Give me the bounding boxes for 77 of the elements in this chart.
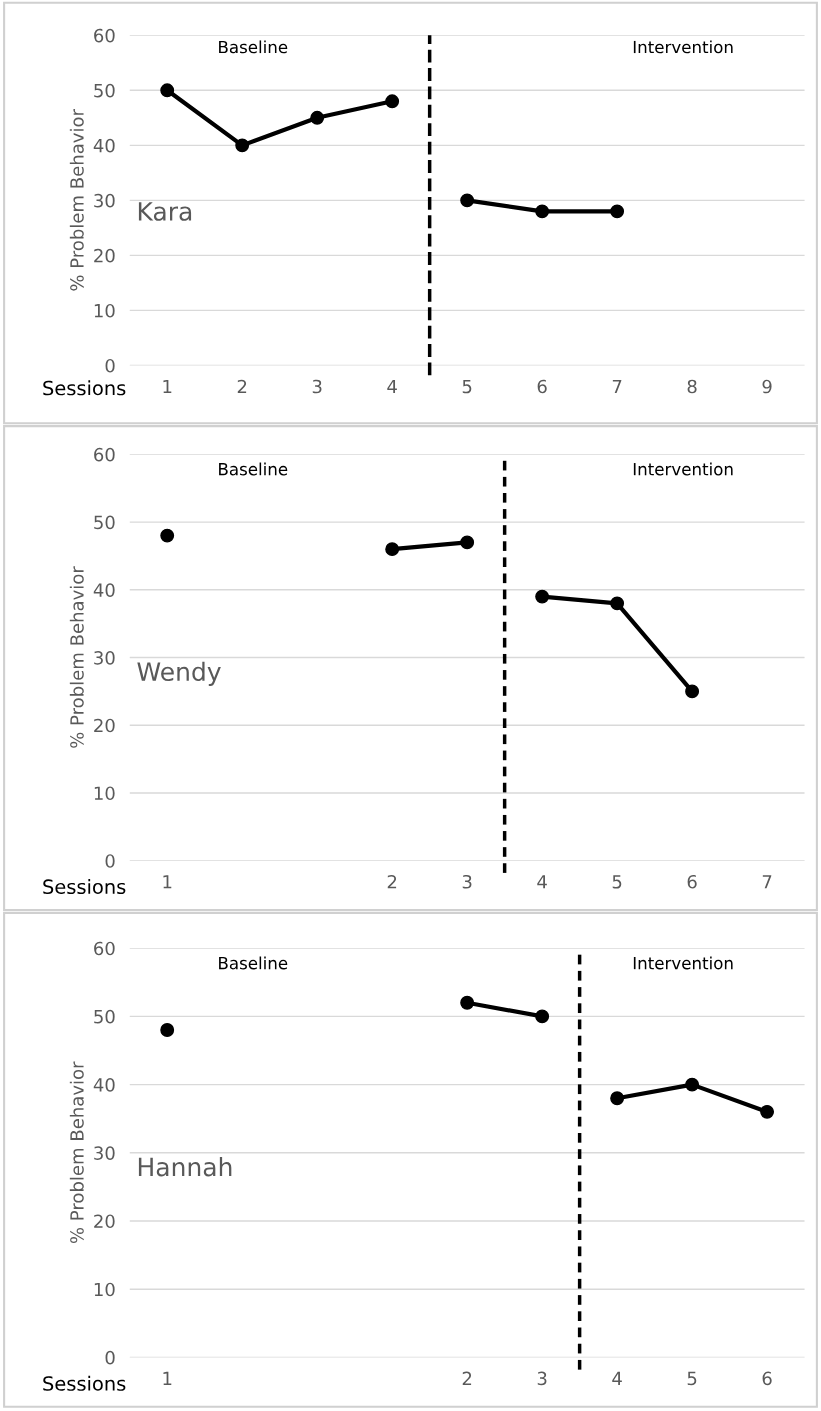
x-axis-title: Sessions: [43, 1375, 126, 1391]
y-tick-label: 40: [93, 583, 115, 597]
point: [160, 528, 175, 543]
y-tick-label: 60: [94, 941, 115, 956]
annotation: Hannah: [138, 1157, 232, 1177]
point: [535, 204, 550, 219]
x-tick-label: 1: [163, 875, 172, 889]
x-tick-label: 6: [537, 379, 547, 394]
y-tick-label: 50: [94, 1009, 115, 1024]
y-tick-label: 20: [94, 718, 115, 733]
point: [160, 83, 175, 98]
y-tick-label: 0: [105, 358, 115, 373]
y-tick-label: 40: [93, 138, 115, 153]
point: [610, 204, 625, 219]
point: [760, 1104, 775, 1119]
y-tick-label: 30: [94, 1146, 115, 1160]
annotation: Intervention: [633, 956, 733, 970]
x-tick-label: 2: [237, 379, 247, 394]
point: [235, 138, 250, 153]
point: [610, 1091, 625, 1106]
point: [685, 1077, 700, 1092]
y-tick-label: 60: [94, 447, 115, 462]
x-tick-label: 1: [163, 1371, 172, 1385]
x-tick-label: 2: [462, 1371, 472, 1385]
x-tick-label: 2: [387, 874, 397, 889]
point: [460, 995, 475, 1010]
y-tick-label: 0: [105, 854, 115, 868]
y-axis-title: % Problem Behavior: [69, 1061, 84, 1244]
point: [460, 193, 475, 208]
y-tick-label: 60: [94, 28, 115, 43]
x-tick-label: 4: [612, 1371, 622, 1385]
x-tick-label: 4: [537, 875, 547, 889]
x-tick-label: 4: [387, 379, 397, 394]
x-tick-label: 5: [462, 379, 472, 394]
annotation: Wendy: [137, 661, 221, 686]
y-tick-label: 50: [94, 83, 115, 98]
x-tick-label: 7: [762, 875, 772, 889]
point: [535, 589, 550, 604]
y-tick-label: 10: [94, 786, 115, 801]
x-tick-label: 5: [612, 875, 622, 889]
y-tick-label: 30: [94, 650, 115, 665]
annotation: Baseline: [219, 462, 288, 476]
x-tick-label: 6: [687, 874, 697, 889]
x-tick-label: 3: [462, 874, 472, 889]
annotation: Kara: [138, 202, 192, 221]
annotation: Baseline: [219, 956, 288, 970]
point: [385, 94, 400, 109]
y-axis-title: % Problem Behavior: [69, 566, 84, 748]
x-axis-title: Sessions: [43, 879, 126, 895]
x-tick-label: 8: [687, 379, 697, 394]
annotation: Intervention: [633, 40, 733, 54]
point: [535, 1009, 550, 1024]
x-tick-label: 1: [163, 379, 172, 394]
y-tick-label: 20: [94, 248, 115, 263]
x-tick-label: 3: [312, 379, 322, 394]
x-tick-label: 3: [537, 1371, 547, 1386]
x-axis-title: Sessions: [43, 380, 126, 396]
y-tick-label: 20: [94, 1214, 115, 1229]
x-tick-label: 6: [762, 1371, 772, 1386]
y-tick-label: 10: [94, 303, 115, 318]
x-tick-label: 7: [612, 379, 622, 394]
point: [310, 110, 325, 125]
annotation: Baseline: [219, 40, 288, 54]
y-tick-label: 30: [94, 193, 115, 208]
annotation: Intervention: [633, 462, 733, 476]
x-tick-label: 9: [762, 379, 772, 394]
point: [385, 542, 400, 557]
point: [160, 1023, 175, 1037]
y-tick-label: 40: [93, 1078, 115, 1092]
y-axis-title: % Problem Behavior: [69, 109, 84, 291]
y-tick-label: 50: [94, 515, 115, 530]
point: [610, 596, 625, 611]
point: [685, 684, 700, 699]
point: [460, 535, 475, 550]
y-tick-label: 0: [105, 1350, 115, 1365]
y-tick-label: 10: [94, 1282, 115, 1297]
x-tick-label: 5: [687, 1371, 697, 1386]
